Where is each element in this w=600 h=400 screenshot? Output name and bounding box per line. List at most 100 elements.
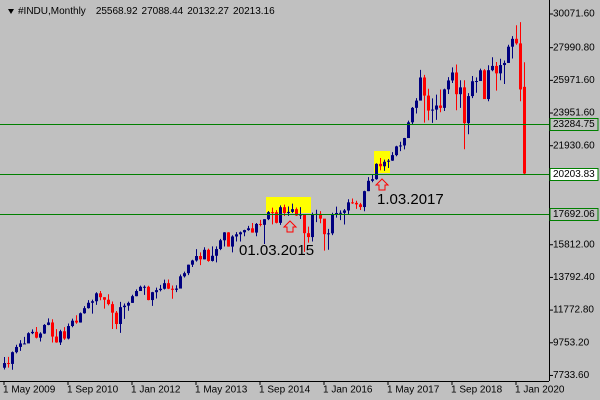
candle-body xyxy=(251,228,254,233)
candle-body xyxy=(523,86,526,174)
candle-body xyxy=(139,286,142,292)
candle-body xyxy=(151,292,154,301)
header-low: 20132.27 xyxy=(187,6,229,17)
candle-body xyxy=(59,331,62,343)
candle-body xyxy=(39,333,42,338)
candle-body xyxy=(363,191,366,208)
candle-body xyxy=(235,234,238,237)
candle-body xyxy=(211,255,214,261)
candle-body xyxy=(47,322,50,325)
candle-body xyxy=(223,232,226,241)
candle-body xyxy=(479,70,482,82)
header-close: 20213.16 xyxy=(233,6,275,17)
arrow-up xyxy=(374,178,390,191)
candle-body xyxy=(287,211,290,213)
candle-body xyxy=(419,77,422,101)
candle-body xyxy=(87,302,90,309)
candle-body xyxy=(131,296,134,303)
candle-body xyxy=(183,273,186,277)
x-tick-label: 1 Sep 2010 xyxy=(67,385,119,396)
candle-body xyxy=(175,288,178,290)
candle-body xyxy=(283,207,286,213)
candle-body xyxy=(415,100,418,108)
candle-body xyxy=(195,256,198,261)
candle-body xyxy=(439,105,442,108)
symbol-title: #INDU,Monthly xyxy=(18,6,86,17)
y-tick-label: 13792.40 xyxy=(553,272,595,283)
header-high: 27088.44 xyxy=(142,6,184,17)
candle-body xyxy=(171,288,174,290)
candle-body xyxy=(35,331,38,338)
y-tick-label: 11772.80 xyxy=(553,305,594,316)
candle-body xyxy=(63,331,66,339)
candle-body xyxy=(471,81,474,97)
chart-header: #INDU,Monthly 25568.92 27088.44 20132.27 202… xyxy=(18,6,275,17)
candle-body xyxy=(111,304,114,313)
candle-body xyxy=(499,65,502,74)
candle-body xyxy=(307,233,310,238)
candle-body xyxy=(187,264,190,274)
candle-body xyxy=(467,96,470,124)
candle-body xyxy=(247,228,250,231)
x-tick-label: 1 May 2013 xyxy=(195,385,248,396)
candle-body xyxy=(155,290,158,293)
candle-body xyxy=(291,209,294,212)
candle-body xyxy=(167,283,170,289)
candle-body xyxy=(207,249,210,261)
candle-body xyxy=(199,256,202,260)
candle-body xyxy=(427,95,430,111)
arrow-up xyxy=(282,220,298,233)
x-tick-label: 1 Sep 2018 xyxy=(451,385,503,396)
candle-body xyxy=(379,163,382,167)
candle-body xyxy=(487,70,490,100)
candle-body xyxy=(215,249,218,256)
candle-body xyxy=(103,297,106,300)
level-label-box xyxy=(549,118,599,131)
candle-body xyxy=(447,80,450,90)
y-tick-label: 23951.60 xyxy=(553,108,595,119)
candle-body xyxy=(95,293,98,302)
candle-body xyxy=(3,363,6,368)
candle-body xyxy=(79,313,82,323)
candle-body xyxy=(51,322,54,337)
candle-body xyxy=(355,202,358,205)
candle-body xyxy=(11,352,14,364)
candle-body xyxy=(347,202,350,211)
y-tick-label: 15812.00 xyxy=(553,239,595,250)
candle-body xyxy=(455,72,458,95)
candle-body xyxy=(495,65,498,74)
candle-body xyxy=(327,233,330,235)
plot-area xyxy=(0,22,549,370)
x-tick-label: 1 May 2017 xyxy=(387,385,440,396)
candle-body xyxy=(503,62,506,66)
x-tick-label: 1 May 2009 xyxy=(3,385,56,396)
candle-body xyxy=(179,276,182,289)
candle-body xyxy=(267,212,270,220)
candle-body xyxy=(399,145,402,147)
candle-body xyxy=(7,363,10,365)
candle-body xyxy=(67,326,70,339)
candle-body xyxy=(339,212,342,214)
menu-triangle[interactable] xyxy=(8,9,14,14)
candle-body xyxy=(15,346,18,353)
x-tick-label: 1 Jan 2016 xyxy=(323,385,373,396)
candle-body xyxy=(263,219,266,225)
candle-body xyxy=(511,38,514,47)
candle-body xyxy=(75,320,78,323)
candle-body xyxy=(335,212,338,215)
candle-body xyxy=(519,43,522,90)
candle-body xyxy=(371,179,374,181)
candle-body xyxy=(483,70,486,100)
candle-body xyxy=(431,109,434,111)
candle-body xyxy=(391,155,394,161)
candle-body xyxy=(191,260,194,265)
candle-body xyxy=(127,302,130,306)
candle-body xyxy=(143,286,146,288)
candle-body xyxy=(367,180,370,192)
candle-body xyxy=(31,331,34,334)
y-tick-label: 21930.60 xyxy=(553,140,595,151)
candle-body xyxy=(387,160,390,162)
candle-body xyxy=(123,305,126,308)
candle-body xyxy=(43,324,46,334)
